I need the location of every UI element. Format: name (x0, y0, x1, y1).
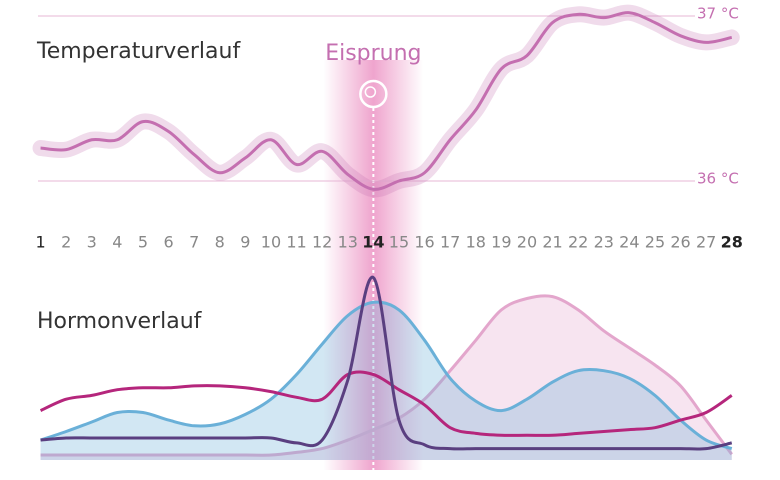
x-tick-label: 14 (362, 233, 384, 252)
y-tick-label: 36 °C (697, 170, 739, 188)
x-tick-label: 21 (542, 233, 562, 252)
x-tick-label: 27 (696, 233, 716, 252)
x-tick-label: 8 (215, 233, 225, 252)
chart-title: Hormonverlauf (37, 309, 203, 334)
chart-title: Temperaturverlauf (36, 39, 241, 64)
egg-icon (359, 79, 388, 109)
x-tick-label: 19 (491, 233, 511, 252)
x-tick-label: 12 (312, 233, 332, 252)
temperature-line (40, 11, 733, 191)
x-tick-label: 20 (517, 233, 537, 252)
egg-icon (364, 86, 377, 98)
x-tick-label: 9 (240, 233, 250, 252)
y-tick-label: 37 °C (697, 5, 739, 23)
x-tick-label: 26 (670, 233, 690, 252)
hormone-line (40, 300, 733, 451)
x-tick-label: 23 (594, 233, 614, 252)
x-tick-label: 5 (138, 233, 148, 252)
x-tick-label: 7 (189, 233, 199, 252)
annotation: Eisprung (325, 41, 421, 66)
hormone-area (40, 295, 732, 460)
hormone-line (39, 370, 733, 437)
x-tick-label: 16 (414, 233, 434, 252)
x-tick-label: 25 (645, 233, 665, 252)
x-tick-label: 15 (389, 233, 409, 252)
x-tick-label: 1 (35, 233, 45, 252)
x-tick-label: 6 (163, 233, 173, 252)
x-tick-label: 17 (440, 233, 460, 252)
x-tick-label: 4 (112, 233, 122, 252)
x-tick-label: 28 (721, 233, 743, 252)
x-tick-label: 24 (619, 233, 639, 252)
x-tick-label: 22 (568, 233, 588, 252)
x-tick-label: 13 (338, 233, 358, 252)
hormone-line (40, 294, 733, 457)
x-tick-label: 10 (261, 233, 281, 252)
x-tick-label: 3 (87, 233, 97, 252)
hormone-line (40, 276, 733, 451)
x-tick-label: 11 (286, 233, 306, 252)
x-tick-label: 18 (466, 233, 486, 252)
x-tick-label: 2 (61, 233, 71, 252)
